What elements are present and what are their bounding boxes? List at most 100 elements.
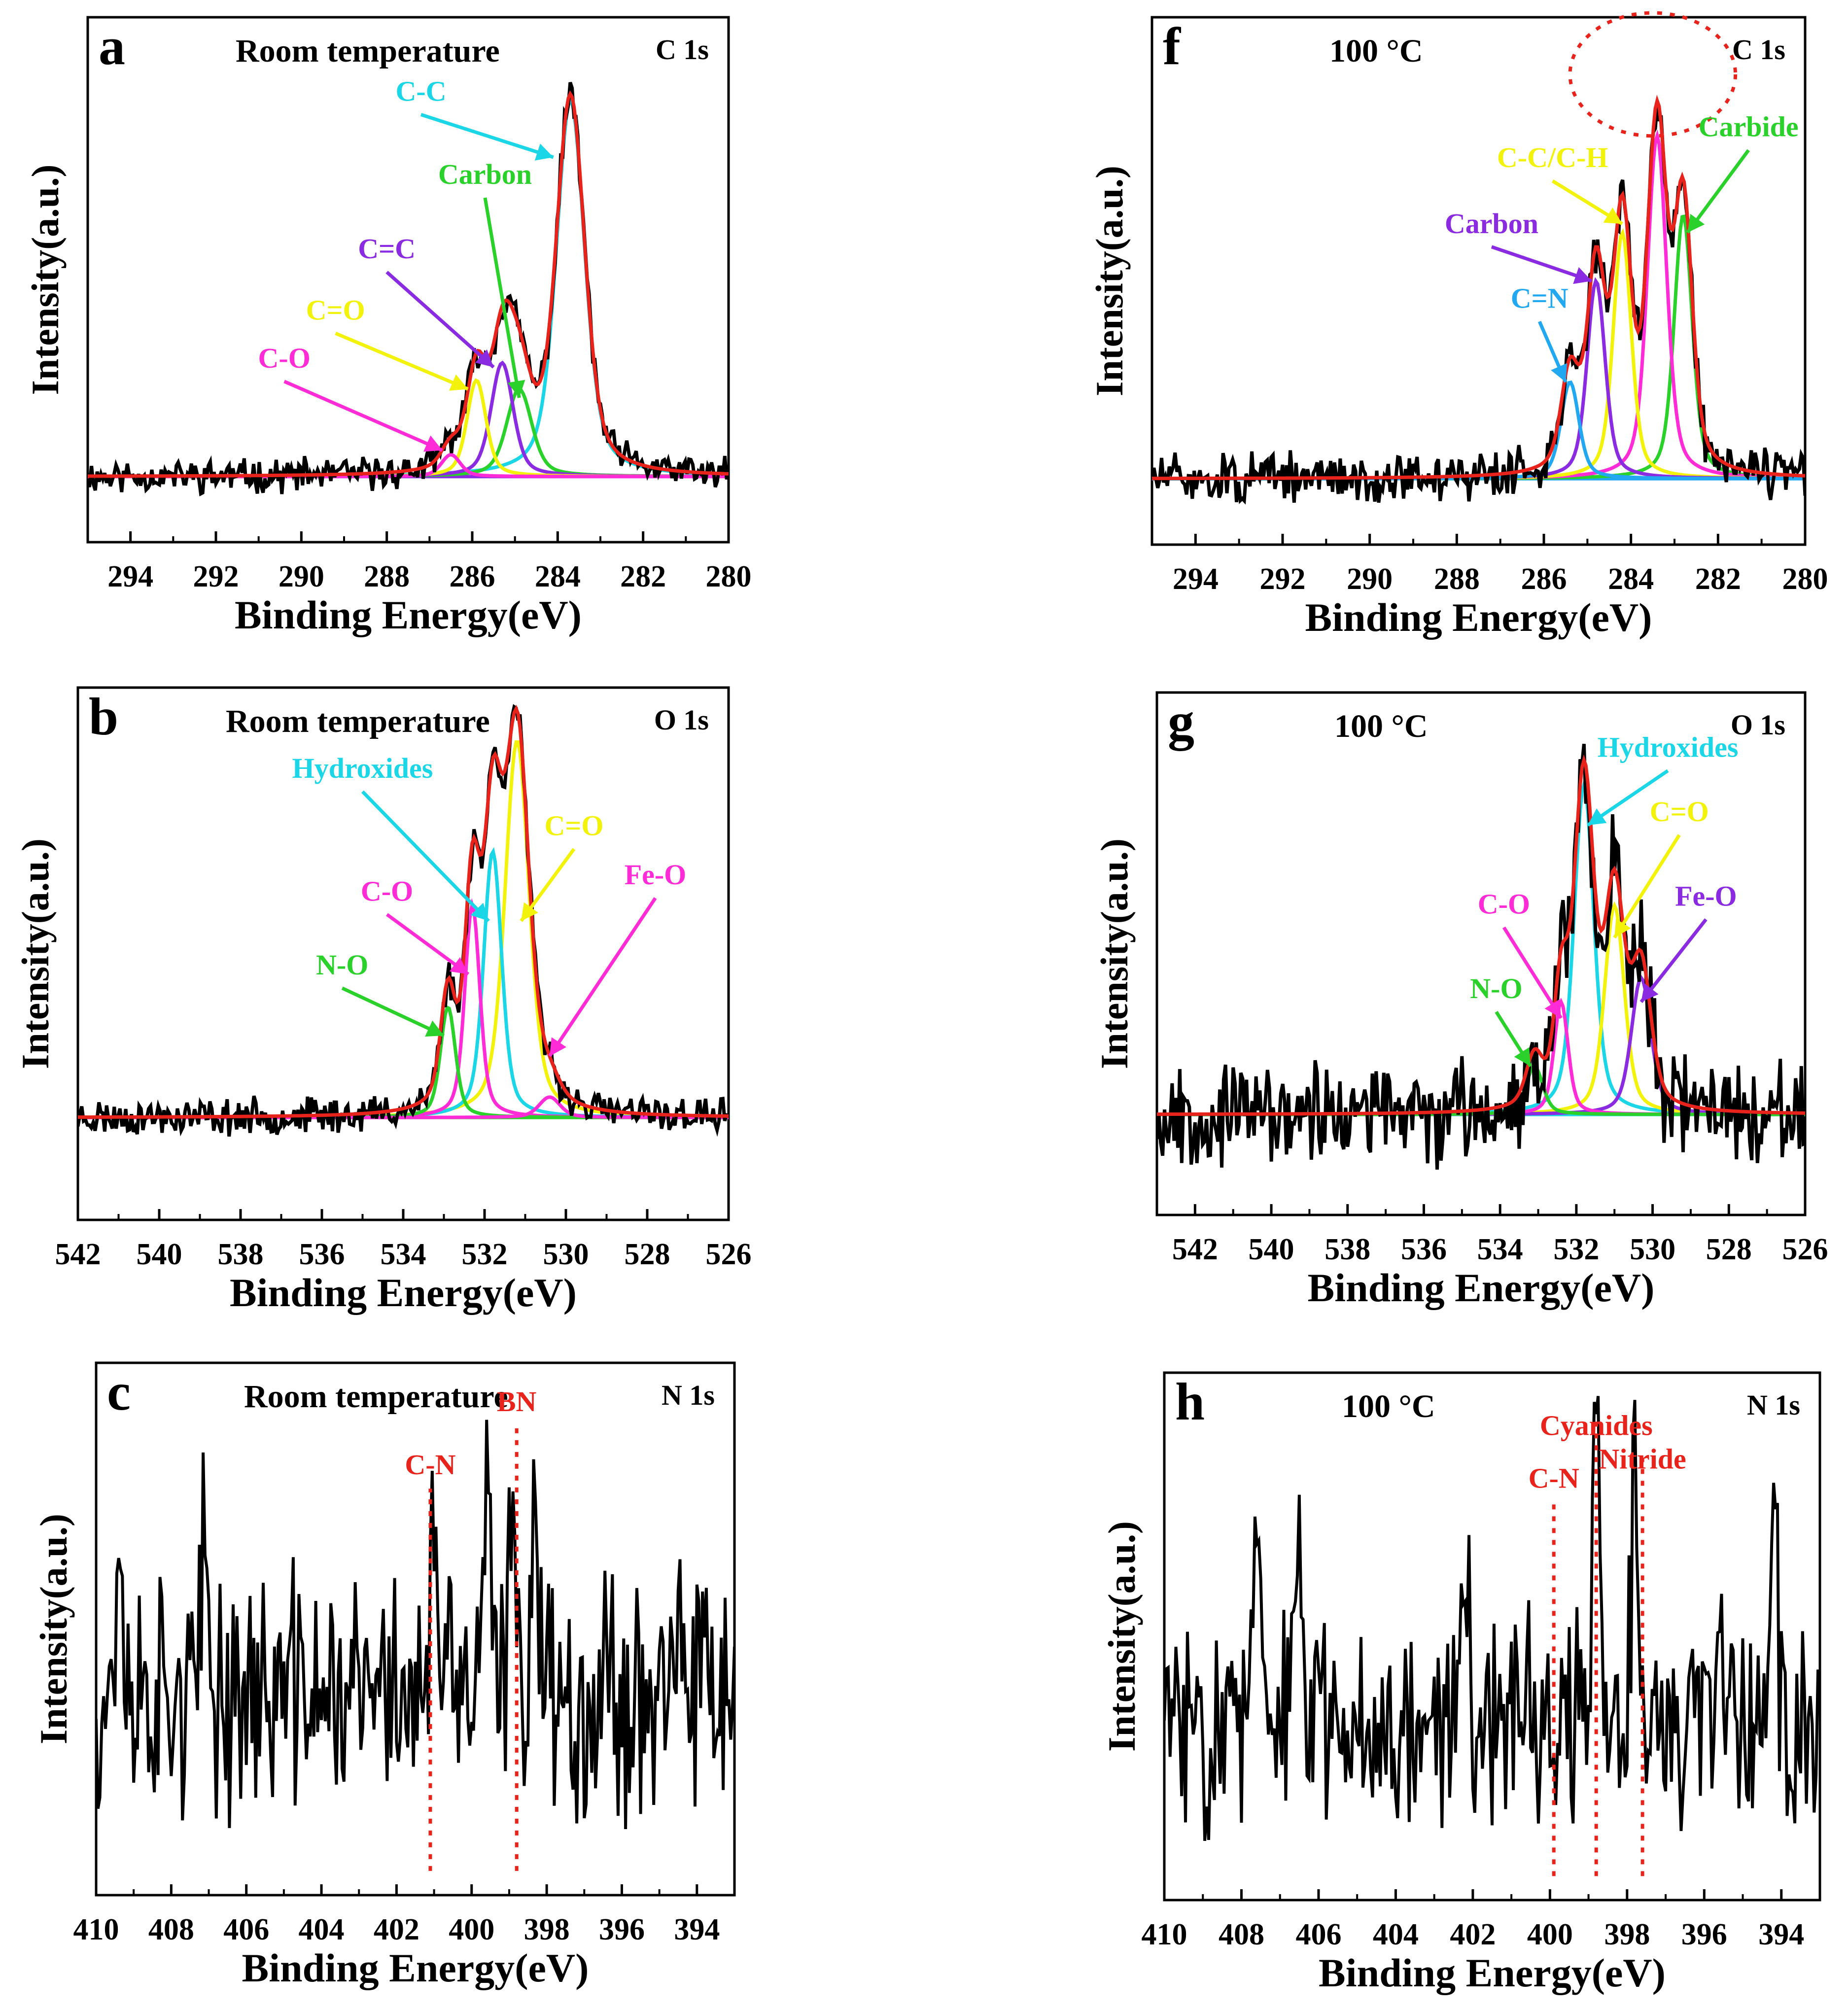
- x-tick-label: 396: [1681, 1918, 1727, 1951]
- peak-label: C=C: [358, 233, 416, 265]
- plot-area: [88, 82, 729, 497]
- component-peak-c-c-c-h: [1152, 129, 1805, 481]
- condition-label: 100 °C: [1342, 1388, 1435, 1424]
- label-arrowhead: [1573, 267, 1592, 284]
- label-arrowhead: [1588, 808, 1607, 826]
- x-tick-label: 530: [1630, 1233, 1675, 1266]
- x-axis-label: Binding Energy(eV): [235, 592, 582, 637]
- label-arrowhead: [1641, 983, 1659, 1002]
- y-axis-label: Intensity(a.u.): [1093, 838, 1136, 1069]
- region-label: N 1s: [662, 1379, 715, 1411]
- x-tick-label: 290: [1347, 562, 1393, 596]
- peak-label: Fe-O: [625, 859, 687, 891]
- x-tick-label: 286: [1521, 562, 1567, 596]
- label-arrowhead: [475, 349, 494, 367]
- x-tick-label: 540: [1249, 1233, 1294, 1266]
- component-peak-hydroxides: [1157, 778, 1805, 1116]
- panel-h: 410 408 406 404 402 400 398 396 394 Binding Energ…: [1100, 1371, 1821, 1995]
- label-arrow: [385, 271, 495, 369]
- x-tick-label: 532: [1553, 1233, 1599, 1266]
- peak-label: Carbon: [438, 158, 532, 190]
- x-tick-label: 404: [299, 1913, 345, 1946]
- plot-area: [1157, 743, 1805, 1170]
- raw-spectrum: [1164, 1396, 1820, 1841]
- fit-envelope: [1152, 95, 1805, 481]
- region-label: C 1s: [656, 34, 709, 66]
- x-tick-label: 406: [1295, 1918, 1341, 1951]
- x-tick-label: 400: [449, 1913, 494, 1946]
- x-tick-label: 410: [1142, 1918, 1187, 1951]
- peak-label: N-O: [1470, 972, 1522, 1004]
- panel-letter: h: [1175, 1373, 1205, 1431]
- fit-envelope: [88, 90, 729, 478]
- label-arrowhead: [534, 143, 554, 161]
- x-tick-label: 534: [1477, 1233, 1523, 1266]
- label-arrow: [1639, 918, 1708, 1004]
- x-tick-label: 398: [1604, 1918, 1650, 1951]
- label-arrow: [1502, 926, 1563, 1019]
- x-tick-label: 400: [1527, 1918, 1573, 1951]
- label-arrowhead: [1614, 919, 1631, 938]
- x-tick-label: 528: [1706, 1233, 1752, 1266]
- reference-label: C-N: [405, 1449, 455, 1481]
- panel-f: 294 292 290 288 286 284 282 280 Binding Energy(e…: [1088, 11, 1828, 640]
- label-arrow: [335, 332, 469, 391]
- label-arrow: [283, 380, 443, 452]
- y-axis-label: Intensity(a.u.): [32, 1514, 75, 1744]
- panel-letter: g: [1168, 693, 1194, 751]
- peak-label: Fe-O: [1675, 880, 1737, 912]
- reference-label: Nitride: [1599, 1443, 1686, 1475]
- y-axis-label: Intensity(a.u.): [1100, 1521, 1143, 1752]
- label-arrow: [341, 986, 445, 1038]
- label-arrowhead: [423, 435, 443, 452]
- x-tick-label: 540: [137, 1238, 182, 1271]
- peak-label: C-O: [258, 342, 311, 374]
- peak-label: C=N: [1511, 282, 1569, 314]
- plot-area: [1152, 95, 1805, 505]
- x-tick-label: 294: [1173, 562, 1219, 596]
- plot-frame: [1155, 691, 1807, 1216]
- plot-frame: [1151, 16, 1807, 546]
- condition-label: Room temperature: [226, 703, 490, 739]
- x-axis-label: Binding Energy(eV): [1308, 1265, 1655, 1310]
- label-arrow: [1686, 149, 1750, 234]
- x-axis-label: Binding Energy(eV): [1319, 1950, 1666, 1995]
- x-tick-label: 288: [364, 560, 410, 593]
- plot-frame: [86, 16, 730, 544]
- panel-g: 542 540 538 536 534 532 530 528 526 Binding Energ…: [1093, 691, 1828, 1310]
- label-arrowhead: [521, 902, 538, 921]
- x-tick-label: 402: [374, 1913, 419, 1946]
- panel-letter: c: [107, 1363, 131, 1421]
- label-arrow: [1491, 245, 1593, 283]
- x-tick-label: 528: [625, 1238, 670, 1271]
- x-tick-label: 394: [1758, 1918, 1804, 1951]
- label-arrowhead: [1551, 363, 1568, 382]
- region-label: O 1s: [1731, 709, 1785, 741]
- region-label: O 1s: [654, 704, 709, 736]
- x-tick-label: 402: [1450, 1918, 1496, 1951]
- x-tick-label: 394: [674, 1913, 720, 1946]
- panel-letter: b: [89, 688, 118, 746]
- x-tick-label: 280: [1782, 562, 1828, 596]
- component-peak-c-o: [78, 740, 729, 1119]
- plot-frame: [1163, 1371, 1821, 1902]
- x-tick-label: 280: [706, 560, 752, 593]
- label-arrowhead: [449, 374, 468, 391]
- plot-area: [1164, 1396, 1820, 1841]
- label-arrow: [548, 897, 657, 1057]
- x-tick-label: 536: [299, 1238, 345, 1271]
- x-tick-label: 290: [279, 560, 324, 593]
- peak-label: C-O: [361, 875, 413, 907]
- peak-label: Hydroxides: [1598, 731, 1739, 763]
- condition-label: 100 °C: [1329, 33, 1423, 69]
- x-tick-label: 526: [1782, 1233, 1828, 1266]
- x-tick-label: 538: [1325, 1233, 1370, 1266]
- region-label: N 1s: [1747, 1389, 1800, 1421]
- plot-area: [78, 704, 729, 1137]
- x-tick-label: 408: [148, 1913, 194, 1946]
- label-arrow: [1613, 834, 1681, 939]
- label-arrowhead: [550, 1037, 566, 1056]
- x-tick-label: 536: [1401, 1233, 1447, 1266]
- x-tick-label: 526: [706, 1238, 752, 1271]
